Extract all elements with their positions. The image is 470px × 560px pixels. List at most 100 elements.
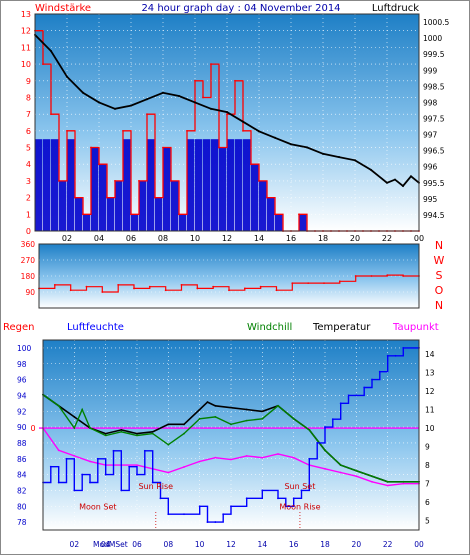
windspeed-point — [162, 146, 164, 149]
pressure-tick-label: 997 — [423, 131, 438, 140]
windspeed-point — [146, 113, 148, 116]
windspeed-point — [178, 213, 180, 216]
temperature-point — [151, 430, 154, 433]
dewpoint-point — [136, 464, 138, 467]
top-plot-border — [34, 13, 420, 232]
pressure-point — [306, 146, 308, 149]
wind-average-bar — [259, 180, 267, 231]
dewpoint-point — [402, 482, 405, 485]
bottom-panel: Regen Luftfeuchte Windchill Temperatur Taupu… — [3, 322, 439, 549]
temperature-point — [120, 429, 123, 431]
legend-humidity: Luftfeuchte — [67, 322, 124, 333]
dewpoint-point — [292, 456, 295, 459]
windchill-point — [89, 427, 91, 429]
windspeed-tick-label: 9 — [26, 77, 31, 86]
dewpoint-point — [245, 454, 248, 457]
pressure-point — [242, 120, 244, 123]
compass-label: N — [435, 239, 443, 252]
direction-point — [196, 287, 199, 290]
windchill-point — [136, 434, 138, 437]
windchill-point — [245, 419, 248, 422]
windspeed-tick-label: 1 — [26, 210, 31, 219]
temperature-point — [214, 404, 217, 407]
humidity-point — [183, 513, 185, 516]
pressure-point — [194, 101, 196, 104]
windchill-point — [104, 434, 107, 437]
humidity-point — [300, 489, 303, 492]
pressure-point — [226, 111, 228, 114]
temperature-tick-label: 12 — [425, 387, 435, 396]
direction-point — [133, 287, 135, 290]
pressure-point — [402, 184, 404, 187]
dewpoint-point — [261, 456, 264, 459]
direction-tick-label: 270 — [21, 256, 36, 265]
humidity-point — [96, 457, 99, 460]
bottom-plot-border — [42, 339, 420, 531]
top-x-tick-label: 08 — [158, 234, 168, 243]
humidity-point — [136, 473, 138, 476]
temperature-tick-label: 13 — [425, 368, 435, 377]
humidity-point — [292, 497, 295, 500]
bottom-axes: 7880828486889092949698100567891011121314… — [17, 344, 435, 549]
compass-label: O — [435, 284, 444, 297]
windspeed-tick-label: 11 — [21, 43, 31, 52]
pressure-tick-label: 1000.5 — [423, 18, 449, 27]
pressure-point — [410, 175, 412, 178]
bottom-x-tick-label: 06 — [132, 540, 142, 549]
top-axes: 012345678910111213994.5995995.5996996.59… — [21, 10, 450, 243]
wind-average-bar — [267, 197, 275, 231]
humidity-point — [308, 457, 311, 460]
windchill-point — [198, 417, 201, 420]
direction-point — [323, 282, 325, 285]
wind-average-bar — [243, 139, 251, 231]
wind-average-bar — [107, 197, 115, 231]
windspeed-tick-label: 3 — [26, 177, 31, 186]
temperature-point — [198, 408, 201, 411]
humidity-point — [277, 497, 279, 500]
windchill-point — [151, 432, 154, 435]
humidity-tick-label: 100 — [17, 344, 32, 353]
windchill-point — [73, 427, 76, 429]
wind-average-bar — [59, 180, 67, 231]
top-x-tick-label: 12 — [222, 234, 232, 243]
pressure-point — [338, 156, 340, 159]
humidity-tick-label: 82 — [17, 486, 27, 495]
humidity-point — [402, 347, 405, 349]
top-x-tick-label: 16 — [286, 234, 296, 243]
bottom-x-tick-label: 00 — [414, 540, 424, 549]
humidity-point — [89, 481, 91, 484]
windspeed-point — [114, 180, 116, 182]
windspeed-point — [298, 213, 300, 216]
windchill-point — [277, 404, 279, 407]
windspeed-point — [82, 213, 84, 216]
humidity-tick-label: 84 — [17, 471, 27, 480]
humidity-point — [355, 394, 358, 397]
pressure-point — [162, 91, 164, 94]
wind-average-bar — [275, 214, 283, 231]
wind-average-bar — [211, 139, 219, 231]
humidity-point — [104, 473, 107, 476]
wind-average-bar — [171, 180, 179, 231]
windchill-point — [355, 469, 358, 472]
sun-set-label: Sun Set — [284, 482, 315, 491]
windspeed-point — [202, 96, 204, 99]
humidity-point — [331, 418, 334, 421]
humidity-point — [151, 481, 154, 484]
windchill-point — [402, 480, 405, 483]
windspeed-tick-label: 7 — [26, 110, 31, 119]
sun-rise-label: Sun Rise — [138, 482, 173, 491]
humidity-point — [198, 505, 201, 508]
dewpoint-point — [277, 453, 279, 455]
direction-plot-border — [38, 243, 420, 309]
direction-tick-label: 180 — [21, 272, 36, 281]
dewpoint-point — [73, 454, 76, 457]
windspeed-point — [66, 129, 68, 132]
direction-point — [338, 280, 341, 283]
humidity-point — [112, 449, 115, 452]
windspeed-axis-label: Windstärke — [35, 3, 91, 14]
pressure-point — [274, 136, 276, 139]
bottom-x-tick-label: 08 — [164, 540, 174, 549]
pressure-tick-label: 999.5 — [423, 50, 445, 59]
